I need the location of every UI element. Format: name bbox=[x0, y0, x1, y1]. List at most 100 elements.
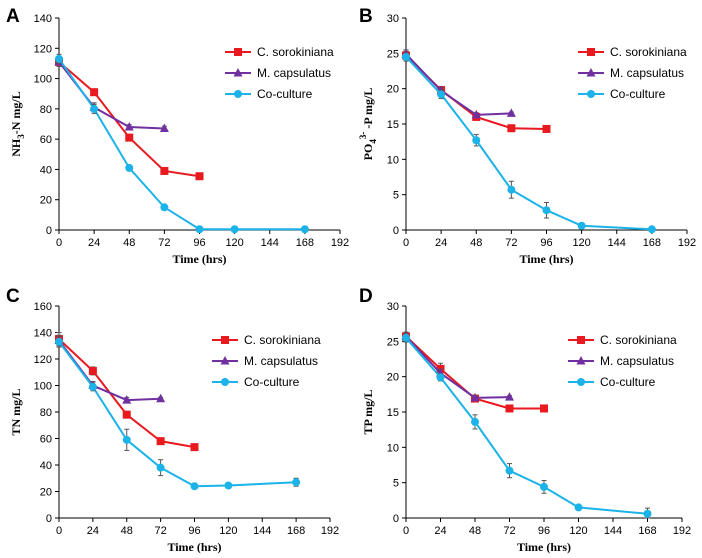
y-title-part: NH bbox=[9, 138, 23, 157]
data-point bbox=[540, 404, 548, 413]
y-title-part: TN mg/L bbox=[9, 388, 23, 435]
data-point bbox=[90, 104, 99, 113]
legend-label: C. sorokiniana bbox=[610, 45, 687, 59]
legend-label: Co-culture bbox=[600, 375, 656, 389]
y-tick-label: 20 bbox=[387, 84, 399, 96]
data-point bbox=[156, 393, 166, 403]
y-tick-label: 0 bbox=[393, 513, 399, 525]
legend-label: C. sorokiniana bbox=[244, 333, 321, 347]
legend: C. sorokiniana M. capsulatus Co-culture bbox=[212, 333, 321, 389]
data-point bbox=[437, 90, 446, 99]
y-tick-label: 120 bbox=[34, 354, 52, 366]
x-axis-title: Time (hrs) bbox=[172, 252, 226, 266]
y-tick-label: 140 bbox=[34, 13, 52, 25]
data-point bbox=[55, 337, 63, 346]
legend-swatch-marker bbox=[576, 356, 586, 365]
y-tick-label: 10 bbox=[387, 442, 399, 454]
y-title-superscript: 3- bbox=[358, 132, 368, 140]
legend-swatch-marker bbox=[221, 336, 229, 344]
data-point bbox=[122, 410, 131, 419]
data-point bbox=[122, 395, 132, 404]
y-tick-label: 15 bbox=[387, 119, 399, 131]
data-point bbox=[292, 478, 301, 487]
x-tick-label: 24 bbox=[87, 525, 99, 537]
y-axis-title: TN mg/L bbox=[9, 388, 23, 435]
panel-letter-b: B bbox=[359, 6, 373, 27]
data-point bbox=[122, 435, 131, 444]
series-m-capsulatus bbox=[401, 331, 514, 402]
data-point bbox=[160, 166, 169, 175]
y-tick-label: 40 bbox=[40, 164, 52, 176]
y-tick-label: 140 bbox=[34, 328, 52, 340]
x-tick-label: 120 bbox=[572, 237, 590, 249]
series-co-culture bbox=[55, 53, 309, 234]
legend: C. sorokiniana M. capsulatus Co-culture bbox=[225, 45, 334, 101]
data-point bbox=[190, 482, 199, 491]
series-m-capsulatus bbox=[54, 334, 166, 404]
x-tick-label: 144 bbox=[608, 237, 626, 249]
y-tick-label: 5 bbox=[393, 478, 399, 490]
data-point bbox=[402, 333, 410, 342]
y-tick-label: 160 bbox=[34, 301, 52, 313]
y-tick-label: 80 bbox=[40, 104, 52, 116]
y-axis-title: TP mg/L bbox=[361, 389, 375, 434]
x-tick-label: 120 bbox=[219, 525, 237, 537]
y-title-part: -P mg/L bbox=[361, 88, 375, 132]
y-tick-label: 20 bbox=[40, 195, 52, 207]
data-point bbox=[88, 382, 97, 391]
series-line bbox=[58, 61, 165, 130]
panel-d: D 0 5 10 15 20 25 30 0 24 48 72 96 120 144 168 192 Time … bbox=[359, 286, 691, 554]
y-tick-label: 25 bbox=[387, 336, 399, 348]
y-tick-label: 40 bbox=[40, 460, 52, 472]
x-tick-label: 96 bbox=[193, 237, 205, 249]
x-tick-label: 72 bbox=[158, 237, 170, 249]
panel-a: A 0 20 40 60 80 100 120 140 0 24 48 72 96 120 144 168 19… bbox=[6, 6, 349, 266]
legend-swatch-marker bbox=[220, 356, 230, 365]
series-m-capsulatus bbox=[401, 49, 516, 119]
data-point bbox=[505, 404, 514, 413]
x-tick-label: 72 bbox=[155, 525, 167, 537]
data-point bbox=[507, 124, 516, 133]
x-tick-label: 168 bbox=[296, 237, 314, 249]
y-tick-label: 100 bbox=[34, 74, 52, 86]
y-title-part: TP mg/L bbox=[361, 389, 375, 434]
x-tick-label: 24 bbox=[88, 237, 100, 249]
data-point bbox=[542, 124, 551, 133]
x-tick-label: 168 bbox=[287, 525, 305, 537]
legend-swatch-marker bbox=[221, 378, 229, 386]
legend-swatch-marker bbox=[577, 378, 585, 386]
legend-label: Co-culture bbox=[244, 375, 300, 389]
legend: C. sorokiniana M. capsulatus Co-culture bbox=[578, 45, 687, 101]
panel-letter-c: C bbox=[6, 286, 20, 307]
x-tick-label: 96 bbox=[540, 237, 552, 249]
x-tick-label: 0 bbox=[403, 237, 409, 249]
y-tick-label: 60 bbox=[40, 134, 52, 146]
data-point bbox=[195, 172, 204, 181]
data-point bbox=[577, 221, 586, 230]
y-axis-title: PO43- -P mg/L bbox=[358, 88, 378, 161]
data-point bbox=[472, 136, 481, 145]
y-title-part: PO bbox=[361, 144, 375, 161]
legend: C. sorokiniana M. capsulatus Co-culture bbox=[568, 333, 677, 389]
data-point bbox=[125, 133, 134, 142]
panel-c: C 0 20 40 60 80 100 120 140 160 0 24 48 72 96 120 144 16… bbox=[6, 286, 339, 554]
legend-label: M. capsulatus bbox=[257, 66, 331, 80]
x-tick-label: 0 bbox=[403, 525, 409, 537]
x-tick-label: 0 bbox=[56, 525, 62, 537]
data-point bbox=[540, 482, 548, 491]
x-tick-label: 168 bbox=[643, 237, 661, 249]
series-line bbox=[58, 58, 305, 231]
data-point bbox=[505, 392, 514, 401]
data-point bbox=[124, 122, 134, 131]
x-tick-label: 192 bbox=[678, 237, 696, 249]
legend-swatch-marker bbox=[586, 68, 596, 77]
data-point bbox=[402, 52, 410, 61]
data-point bbox=[471, 109, 481, 119]
y-tick-label: 20 bbox=[40, 487, 52, 499]
legend-swatch-marker bbox=[234, 90, 242, 98]
series-m-capsulatus bbox=[54, 56, 169, 133]
data-point bbox=[230, 225, 239, 234]
y-tick-label: 15 bbox=[387, 407, 399, 419]
y-tick-label: 80 bbox=[40, 407, 52, 419]
data-point bbox=[643, 509, 652, 518]
